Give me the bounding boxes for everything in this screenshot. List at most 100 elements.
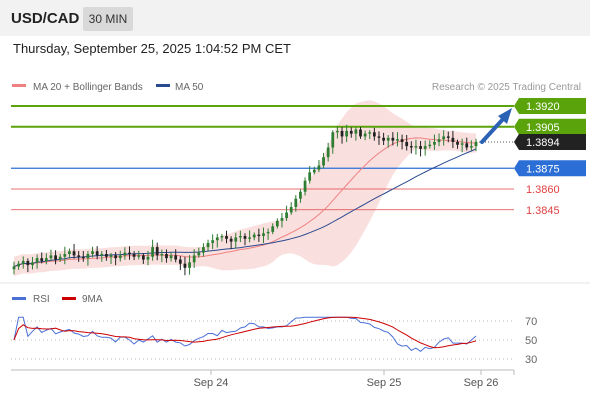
candle [109,252,113,264]
candle-body [197,252,201,256]
candle [12,261,16,275]
candle [178,255,182,271]
candle-body [382,137,385,141]
candle-body [405,141,409,147]
candle-body [234,237,238,242]
rsi-tick-50: 50 [525,335,537,347]
candle [132,251,136,261]
candle-body [303,180,307,192]
candle [262,227,265,243]
candle [299,189,302,203]
candle [248,230,252,243]
ma20-legend-label: MA 20 + Bollinger Bands [33,82,143,93]
candle [243,233,247,246]
candle-body [183,263,187,268]
rsi-ma-line [13,316,477,349]
candle-body [77,255,81,257]
ma20-legend-swatch [12,84,26,87]
candle-body [340,130,344,137]
x-tick-label: Sep 26 [464,377,499,389]
candle-body [123,252,127,256]
candle-body [141,255,145,260]
candle [340,126,344,144]
candle-body [63,254,67,257]
candle-body [35,258,39,263]
candle-body [202,247,205,253]
candle-body [188,262,191,268]
candle-body [137,255,141,257]
candle [174,249,178,263]
header-bar: USD/CAD 30 MIN [0,0,590,36]
candle-body [21,260,25,264]
candle-body [409,146,413,148]
candle-body [275,220,279,227]
candle [285,205,288,221]
rsi-ma-legend-label: 9MA [82,294,103,305]
candle [345,124,349,143]
candle-body [377,136,381,138]
resistance-label-2: 1.3845 [526,205,560,217]
candle-body [391,137,395,141]
candle [400,134,404,150]
candle-body [372,132,376,137]
candle [280,213,284,228]
candle-body [266,231,270,234]
candle-body [105,254,108,257]
candle [31,256,34,270]
ma50-line [13,148,477,267]
candle [197,247,201,258]
candle [77,251,81,262]
candle-body [446,136,450,138]
candle-body [433,141,436,145]
timeframe-badge[interactable]: 30 MIN [83,7,133,31]
rsi-tick-30: 30 [525,354,537,366]
target-label-1-box [514,98,586,114]
candle-body [192,255,196,263]
rsi-ma-legend-swatch [62,297,76,300]
candle [202,243,205,257]
resistance-label-1: 1.3860 [526,184,560,196]
candle [81,250,85,262]
price-labels: 1.3920 1.3905 1.3894 1.3875 1.3860 1.3845 [514,98,586,217]
candle [359,126,362,139]
candle [446,131,450,143]
candle [192,249,196,268]
candle [35,254,39,269]
candle [349,127,353,138]
candle [238,230,242,243]
x-tick-label: Sep 25 [367,377,402,389]
candle [229,236,233,250]
candle-body [451,137,455,142]
candle [419,141,422,157]
candle-body [12,266,16,270]
candle-body [206,242,210,248]
candle-body [169,255,173,259]
candle-body [465,143,469,148]
candle-body [280,218,284,221]
support-label-text: 1.3875 [526,163,560,175]
candle-body [58,256,62,260]
candle [382,132,385,145]
candle-body [322,157,325,166]
candle-body [68,251,71,255]
candle-body [178,259,182,264]
candle [137,250,141,260]
candle-body [40,258,44,261]
candle [141,253,145,264]
candle-body [132,254,136,257]
candle-body [423,146,427,149]
candle-body [456,141,459,145]
candle-body [386,137,390,141]
candle-body [252,234,256,238]
candle [151,239,154,261]
ma20-line [13,137,477,267]
candle [405,134,409,151]
candle-body [262,233,265,237]
candle [442,130,446,146]
candle-body [428,144,432,147]
candle-body [165,254,168,259]
candle [58,253,62,262]
resistance-label-2-text: 1.3845 [526,205,560,217]
candle-body [354,129,358,134]
ma50-legend-label: MA 50 [175,82,204,93]
